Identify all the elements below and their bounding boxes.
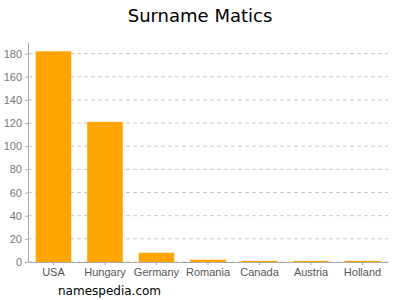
bar <box>87 122 123 262</box>
y-tick-label: 180 <box>4 48 22 60</box>
x-tick: USA <box>42 262 65 278</box>
x-tick: Romania <box>186 262 231 278</box>
bar <box>36 51 72 262</box>
grid-line <box>28 238 388 239</box>
x-tick-mark <box>259 262 260 265</box>
title: Surname Matics <box>128 5 273 26</box>
plot: 0 20 40 60 80 100 120 140 160 180 USA Hungary German… <box>4 43 389 278</box>
grid-line <box>28 76 388 77</box>
y-tick-label: 80 <box>10 163 22 175</box>
grid-line <box>28 146 388 147</box>
x-tick: Austria <box>294 262 329 278</box>
bar <box>345 261 381 262</box>
y-tick: 20 <box>10 233 28 245</box>
y-tick: 160 <box>4 71 28 83</box>
x-tick: Canada <box>240 262 279 278</box>
annotation: namespedia.com <box>58 284 161 298</box>
grid <box>28 54 388 262</box>
y-tick-mark <box>25 100 28 101</box>
grid-line <box>28 215 388 216</box>
x-tick-mark <box>53 262 54 265</box>
x-tick-label: USA <box>42 266 65 278</box>
y-tick: 120 <box>4 117 28 129</box>
x-tick-mark <box>311 262 312 265</box>
y-tick: 140 <box>4 94 28 106</box>
bars <box>36 51 381 262</box>
y-tick-mark <box>25 169 28 170</box>
x-tick-mark <box>104 262 105 265</box>
y-tick-mark <box>25 77 28 78</box>
y-tick-label: 100 <box>4 140 22 152</box>
x-tick-label: Canada <box>240 266 279 278</box>
y-tick-mark <box>25 54 28 55</box>
y-tick-label: 160 <box>4 71 22 83</box>
y-tick: 180 <box>4 48 28 60</box>
y-tick-label: 40 <box>10 210 22 222</box>
bar <box>293 261 329 262</box>
y-tick-mark <box>25 193 28 194</box>
y-tick-mark <box>25 216 28 217</box>
y-axis: 0 20 40 60 80 100 120 140 160 180 <box>4 43 29 269</box>
x-tick-label: Germany <box>134 266 180 278</box>
y-tick-label: 0 <box>16 256 22 268</box>
y-axis-line <box>28 43 29 263</box>
x-tick-label: Romania <box>186 266 231 278</box>
x-tick-mark <box>362 262 363 265</box>
grid-line <box>28 169 388 170</box>
chart: 0 20 40 60 80 100 120 140 160 180 USA Hungary German… <box>0 0 400 300</box>
x-tick-label: Hungary <box>84 266 126 278</box>
x-tick-mark <box>208 262 209 265</box>
x-tick-label: Holland <box>344 266 381 278</box>
y-tick: 60 <box>10 187 28 199</box>
bar <box>190 260 226 262</box>
x-axis: USA Hungary Germany Romania Canada Austria Hol… <box>29 262 389 278</box>
grid-line <box>28 192 388 193</box>
y-tick: 100 <box>4 140 28 152</box>
y-tick-label: 60 <box>10 187 22 199</box>
x-tick: Hungary <box>84 262 126 278</box>
grid-line <box>28 53 388 54</box>
y-tick: 0 <box>16 256 28 268</box>
grid-line <box>28 99 388 100</box>
y-tick: 40 <box>10 210 28 222</box>
x-tick: Holland <box>344 262 381 278</box>
x-tick: Germany <box>134 262 180 278</box>
y-tick-mark <box>25 123 28 124</box>
y-tick-mark <box>25 146 28 147</box>
grid-line <box>28 123 388 124</box>
x-tick-mark <box>156 262 157 265</box>
y-tick-label: 120 <box>4 117 22 129</box>
y-tick: 80 <box>10 163 28 175</box>
y-tick-mark <box>25 239 28 240</box>
y-tick-label: 20 <box>10 233 22 245</box>
bar <box>242 261 278 262</box>
bar <box>139 253 175 262</box>
y-tick-mark <box>25 262 28 263</box>
x-tick-label: Austria <box>294 266 329 278</box>
y-tick-label: 140 <box>4 94 22 106</box>
